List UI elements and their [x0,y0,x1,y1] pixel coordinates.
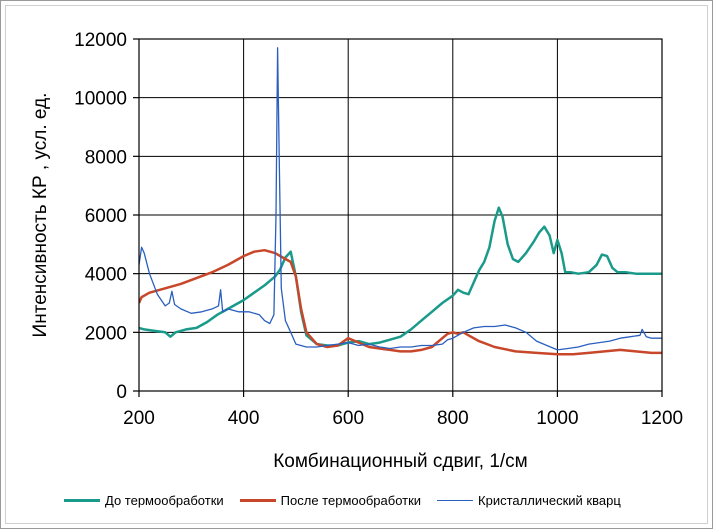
axis-ticks [133,38,663,397]
legend-swatch-after [239,499,276,502]
legend-item-after: После термообработки [239,493,422,508]
y-tick-label: 4000 [85,265,127,286]
legend-item-quartz: Кристаллический кварц [437,493,621,508]
legend-swatch-before [64,499,100,502]
x-tick-label: 400 [228,408,260,429]
series-line-crystalline-quartz [139,47,662,351]
y-tick-label: 10000 [74,89,127,110]
legend: До термообработки После термообработки К… [64,493,637,508]
y-tick-label: 2000 [85,323,127,344]
chart-frame-inner [5,5,708,524]
legend-swatch-quartz [437,499,474,502]
y-tick-label: 8000 [85,147,127,168]
legend-label-quartz: Кристаллический кварц [478,493,621,508]
y-tick-label: 12000 [74,30,127,51]
x-tick-label: 200 [123,408,155,429]
x-tick-label: 1200 [641,408,683,429]
y-tick-label: 0 [116,382,127,403]
legend-label-before: До термообработки [105,493,224,508]
y-axis-title: Интенсивность КР , усл. ед. [30,93,51,338]
grid-lines [138,38,663,392]
x-tick-label: 600 [332,408,364,429]
legend-label-after: После термообработки [280,493,422,508]
x-tick-label: 1000 [536,408,578,429]
y-tick-label: 6000 [85,206,127,227]
x-tick-label: 800 [437,408,469,429]
x-axis-title: Комбинационный сдвиг, 1/см [273,451,528,472]
series-line-before-heat-treatment [139,206,662,347]
series-layer [139,47,662,356]
y-tick-labels: 0 2000 4000 6000 8000 10000 12000 [74,30,127,403]
legend-item-before: До термообработки [64,493,224,508]
series-line-after-heat-treatment [139,248,662,356]
x-tick-labels: 200 400 600 800 1000 1200 [123,408,683,429]
